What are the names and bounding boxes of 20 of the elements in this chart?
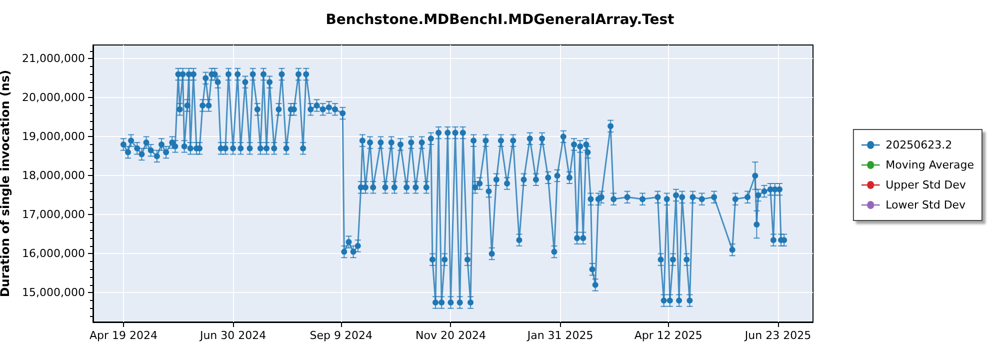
legend-label: Lower Std Dev [886,198,966,212]
x-tick-label: Apr 12 2025 [634,329,702,342]
y-tick-label: 15,000,000 [22,286,85,300]
y-tick-label: 18,000,000 [22,169,85,182]
legend-label: Upper Std Dev [886,178,966,192]
x-tick-label: Nov 20 2024 [415,329,486,342]
x-tick-label: Jan 31 2025 [526,329,594,342]
x-tick-label: Apr 19 2024 [89,329,158,342]
x-tick-label: Sep 9 2024 [310,329,372,342]
x-tick-label: Jun 30 2024 [198,329,266,342]
y-axis-title: Duration of single invocation (ns) [0,70,12,298]
legend-label: Moving Average [886,158,974,172]
x-tick-label: Jun 23 2025 [744,329,812,342]
y-tick-label: 17,000,000 [22,208,85,222]
y-tick-label: 19,000,000 [22,130,85,144]
y-tick-label: 21,000,000 [22,52,85,66]
y-tick-label: 20,000,000 [22,91,85,104]
chart-title: Benchstone.MDBenchI.MDGeneralArray.Test [326,12,675,28]
legend-label: 20250623.2 [886,138,952,152]
y-tick-label: 16,000,000 [22,247,85,260]
